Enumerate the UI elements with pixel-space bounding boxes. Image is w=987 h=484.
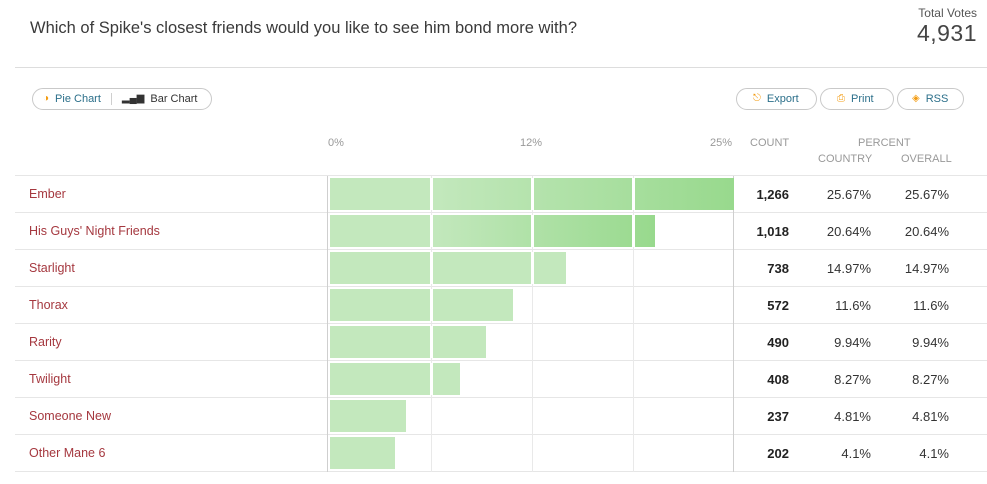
option-country-percent: 4.81% [834,409,871,424]
bar-starlight [330,252,566,284]
poll-question: Which of Spike's closest friends would y… [30,19,577,37]
bar-segment-divider [632,178,635,210]
table-row: Thorax 572 11.6% 11.6% [15,287,987,324]
rss-icon: ◈ [912,93,920,104]
option-country-percent: 9.94% [834,335,871,350]
total-votes-value: 4,931 [916,20,977,46]
option-name: Twilight [29,372,71,386]
table-row: Twilight 408 8.27% 8.27% [15,361,987,398]
pie-chart-icon: ◑ [43,93,50,104]
rss-label: RSS [925,93,949,105]
option-name: Rarity [29,335,62,349]
toggle-separator [110,93,112,105]
option-count: 237 [767,409,789,424]
rss-segment: ◈ RSS [898,89,948,109]
export-button[interactable]: ⎋ Export [736,88,817,110]
export-label: Export [766,93,799,105]
bar-chart-button[interactable]: ▂▄▆ Bar Chart [112,89,208,109]
bar-segment-divider [531,252,534,284]
pie-chart-button[interactable]: ◑ Pie Chart [33,89,111,109]
print-segment: ⎙ Print [821,89,874,109]
bar-someone-new [330,400,406,432]
bar-segment-divider [430,252,433,284]
option-name: Other Mane 6 [29,446,106,460]
bar-his-guys-night-friends [330,215,655,247]
chart-type-toggle: ◑ Pie Chart ▂▄▆ Bar Chart [32,88,212,110]
option-name: Thorax [29,298,68,312]
print-button[interactable]: ⎙ Print [820,88,894,110]
table-row: Ember 1,266 25.67% 25.67% [15,176,987,213]
option-country-percent: 20.64% [826,224,871,239]
option-overall-percent: 8.27% [912,372,949,387]
bar-chart-label: Bar Chart [150,93,198,105]
option-count: 738 [767,261,789,276]
grid-line [633,176,634,472]
x-tick-label-2: 25% [710,137,733,149]
option-overall-percent: 25.67% [904,187,949,202]
option-country-percent: 14.97% [826,261,871,276]
option-country-percent: 8.27% [834,372,871,387]
option-name: Ember [29,187,66,201]
table-row: Starlight 738 14.97% 14.97% [15,250,987,287]
bar-chart-plot [327,176,734,472]
count-column-header: COUNT [750,137,790,149]
overall-column-header: OVERALL [901,153,952,165]
bar-segment-divider [430,363,433,395]
option-count: 408 [767,372,789,387]
rss-button[interactable]: ◈ RSS [897,88,964,110]
option-count: 572 [767,298,789,313]
bar-segment-divider [430,215,433,247]
x-tick-label-1: 12% [520,137,543,149]
table-row: Other Mane 6 202 4.1% 4.1% [15,435,987,472]
option-count: 490 [767,335,789,350]
grid-line [431,176,432,472]
grid-line [532,176,533,472]
option-name: Starlight [29,261,75,275]
bar-twilight [330,363,460,395]
bar-segment-divider [632,215,635,247]
pie-chart-label: Pie Chart [55,93,101,105]
table-row: His Guys' Night Friends 1,018 20.64% 20.64% [15,213,987,250]
bar-thorax [330,289,513,321]
option-overall-percent: 20.64% [904,224,949,239]
table-row: Rarity 490 9.94% 9.94% [15,324,987,361]
option-overall-percent: 4.81% [912,409,949,424]
option-overall-percent: 4.1% [919,446,949,461]
total-votes-label: Total Votes [918,6,977,20]
option-country-percent: 4.1% [841,446,871,461]
table-row: Someone New 237 4.81% 4.81% [15,398,987,435]
header-divider [15,67,987,68]
option-overall-percent: 9.94% [912,335,949,350]
country-column-header: COUNTRY [818,153,873,165]
option-country-percent: 11.6% [835,298,871,313]
x-tick-label-0: 0% [328,137,344,149]
option-country-percent: 25.67% [826,187,871,202]
download-icon: ⎋ [753,93,761,104]
table-top-border [15,175,987,176]
bar-segment-divider [531,215,534,247]
bar-other-mane-6 [330,437,395,469]
option-name: Someone New [29,409,111,423]
printer-icon: ⎙ [837,93,845,104]
poll-header: Which of Spike's closest friends would y… [0,0,987,68]
bar-chart-icon: ▂▄▆ [121,93,145,104]
option-name: His Guys' Night Friends [29,224,160,238]
bar-rarity [330,326,486,358]
option-count: 202 [767,446,789,461]
bar-ember [330,178,734,210]
option-count: 1,018 [756,224,789,239]
option-overall-percent: 14.97% [904,261,949,276]
option-count: 1,266 [756,187,789,202]
percent-column-header: PERCENT [858,137,911,149]
export-segment: ⎋ Export [737,89,799,109]
bar-segment-divider [430,289,433,321]
bar-segment-divider [531,178,534,210]
option-overall-percent: 11.6% [913,298,949,313]
bar-segment-divider [430,178,433,210]
bar-segment-divider [430,326,433,358]
print-label: Print [851,93,874,105]
